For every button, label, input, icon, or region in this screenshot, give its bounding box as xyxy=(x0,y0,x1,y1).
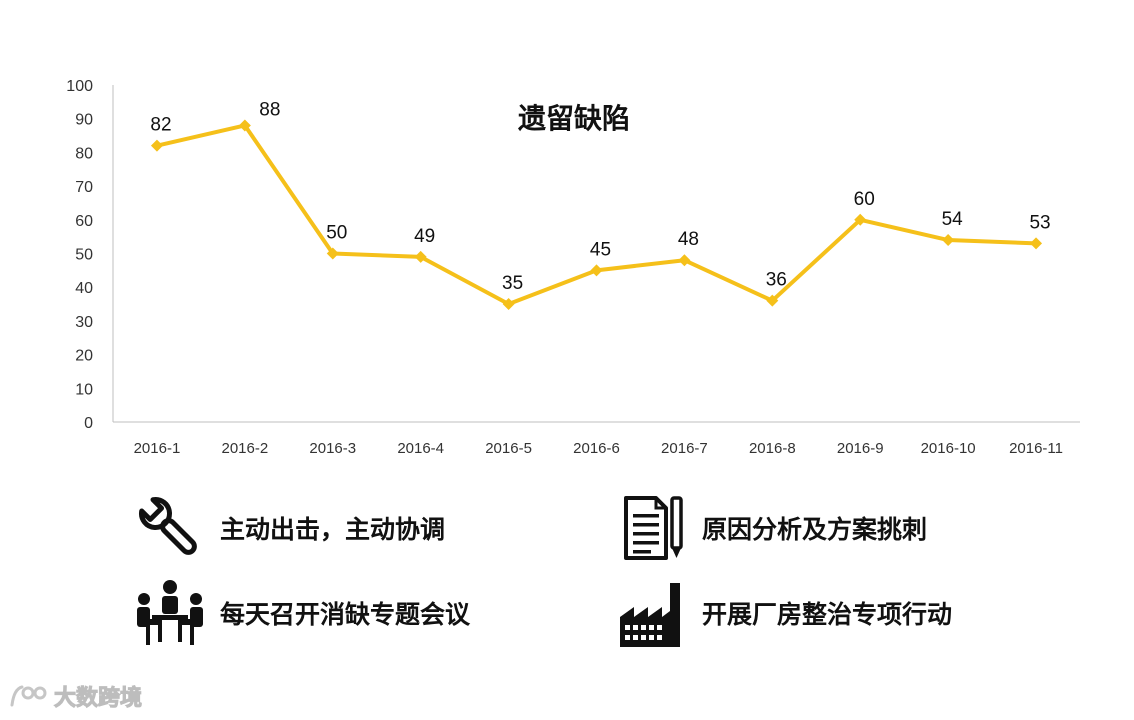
data-label: 50 xyxy=(326,223,347,244)
data-label: 45 xyxy=(590,239,611,260)
data-point-marker xyxy=(854,213,867,226)
action-item-2: 原因分析及方案挑刺 xyxy=(614,490,927,566)
data-point-marker xyxy=(414,250,427,263)
factory-icon xyxy=(614,575,690,651)
data-label: 82 xyxy=(150,115,171,136)
data-point-marker xyxy=(678,254,691,267)
watermark-logo-icon xyxy=(10,685,47,707)
data-point-marker xyxy=(1030,237,1043,250)
x-tick-label: 2016-9 xyxy=(837,440,884,457)
y-tick-label: 0 xyxy=(84,415,93,432)
action-label-4: 开展厂房整治专项行动 xyxy=(702,600,953,629)
x-tick-label: 2016-4 xyxy=(397,440,444,457)
x-tick-label: 2016-10 xyxy=(921,440,976,457)
data-point-marker xyxy=(238,119,251,132)
data-label: 88 xyxy=(259,99,280,120)
x-tick-label: 2016-7 xyxy=(661,440,708,457)
x-axis: 2016-1 2016-2 2016-3 2016-4 2016-5 2016-6 2016… xyxy=(113,421,1080,457)
y-tick-label: 80 xyxy=(75,145,93,162)
data-label: 49 xyxy=(414,226,435,247)
series-line-group: 82 88 50 49 35 45 48 36 60 54 53 xyxy=(150,99,1051,311)
x-tick-label: 2016-11 xyxy=(1009,440,1063,457)
data-point-marker xyxy=(150,139,163,152)
watermark: 大数跨境 xyxy=(8,680,143,712)
y-tick-label: 90 xyxy=(75,112,93,129)
x-tick-label: 2016-2 xyxy=(222,440,269,457)
chart-title: 遗留缺陷 xyxy=(518,102,630,135)
x-tick-label: 2016-3 xyxy=(309,440,356,457)
data-point-marker xyxy=(942,234,955,247)
x-tick-label: 2016-5 xyxy=(485,440,532,457)
y-tick-label: 60 xyxy=(75,213,93,230)
y-tick-label: 30 xyxy=(75,314,93,331)
y-tick-label: 70 xyxy=(75,179,93,196)
data-point-marker xyxy=(326,247,339,260)
y-tick-label: 100 xyxy=(66,78,93,95)
series-line xyxy=(156,123,1037,307)
y-tick-label: 10 xyxy=(75,381,93,398)
action-label-1: 主动出击，主动协调 xyxy=(220,515,446,544)
document-pencil-icon xyxy=(614,490,690,566)
data-label: 48 xyxy=(678,229,699,250)
y-tick-label: 40 xyxy=(75,280,93,297)
y-tick-label: 50 xyxy=(75,247,93,264)
data-label: 53 xyxy=(1029,212,1050,233)
x-tick-label: 2016-1 xyxy=(134,440,181,457)
y-tick-label: 20 xyxy=(75,348,93,365)
data-point-marker xyxy=(766,294,779,307)
meeting-icon xyxy=(132,575,208,651)
data-point-marker xyxy=(502,298,515,311)
data-point-marker xyxy=(590,264,603,277)
y-axis: 0 10 20 30 40 50 60 70 80 90 100 xyxy=(66,78,114,432)
data-label: 35 xyxy=(502,273,523,294)
watermark-text: 大数跨境 xyxy=(53,686,143,712)
wrench-icon xyxy=(132,490,208,566)
action-label-3: 每天召开消缺专题会议 xyxy=(220,600,471,629)
data-label: 54 xyxy=(942,209,964,230)
action-item-3: 每天召开消缺专题会议 xyxy=(132,575,470,651)
action-label-2: 原因分析及方案挑刺 xyxy=(702,515,928,544)
x-tick-label: 2016-8 xyxy=(749,440,796,457)
data-label: 36 xyxy=(766,270,787,291)
action-item-1: 主动出击，主动协调 xyxy=(132,490,445,566)
action-item-4: 开展厂房整治专项行动 xyxy=(614,575,952,651)
x-tick-label: 2016-6 xyxy=(573,440,620,457)
data-label: 60 xyxy=(854,189,875,210)
